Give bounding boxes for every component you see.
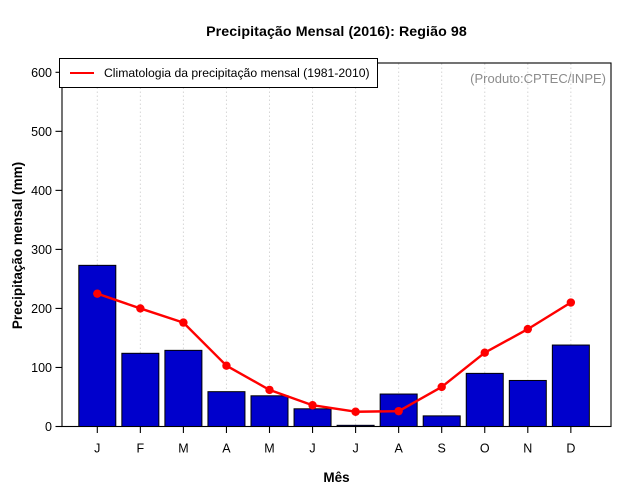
bar-F1 [121, 352, 160, 428]
y-axis-label: Precipitação mensal (mm) [10, 161, 26, 329]
legend-label: Climatologia da precipitação mensal (198… [104, 66, 370, 80]
climatology-line [96, 292, 572, 413]
y-tick-label-300: 300 [31, 243, 52, 257]
x-tick-label-M2: M [178, 442, 188, 456]
bar-J5 [293, 408, 332, 428]
climatology-point-A7 [394, 406, 403, 416]
climatology-point-J6 [351, 407, 360, 416]
bar-M2 [164, 349, 203, 427]
y-tick-label-600: 600 [31, 66, 52, 80]
x-tick-label-N10: N [523, 442, 532, 456]
climatology-point-A3 [222, 361, 231, 370]
x-tick-label-F1: F [137, 442, 145, 456]
climatology-point-S8 [437, 382, 446, 392]
climatology-point-M4 [265, 385, 274, 395]
x-tick-label-J6: J [352, 442, 358, 456]
y-tick-label-100: 100 [31, 361, 52, 375]
producer-note: (Produto:CPTEC/INPE) [470, 71, 606, 86]
x-tick-label-O9: O [480, 442, 490, 456]
x-tick-label-M4: M [264, 442, 274, 456]
climatology-point-F1 [136, 304, 145, 313]
y-tick-label-0: 0 [45, 420, 52, 434]
bar-N10 [508, 379, 547, 428]
climatology-point-O9 [480, 348, 489, 357]
y-tick-label-500: 500 [31, 125, 52, 139]
climatology-points-group [93, 289, 576, 416]
climatology-point-D11 [566, 298, 576, 307]
bar-O9 [465, 372, 504, 427]
y-tick-label-400: 400 [31, 184, 52, 198]
climatology-point-M2 [179, 318, 188, 327]
gridlines-group [96, 63, 572, 427]
climatology-point-J0 [93, 289, 102, 298]
climatology-point-N10 [523, 324, 532, 334]
y-axis-group: 0 100 200 300 400 500 600 [31, 66, 62, 434]
x-tick-label-J0: J [94, 442, 100, 456]
chart-title: Precipitação Mensal (2016): Região 98 [206, 24, 467, 40]
bar-M4 [250, 395, 289, 428]
bar-J6 [336, 424, 375, 428]
climatology-point-J5 [308, 401, 317, 410]
x-tick-label-A7: A [394, 442, 403, 456]
legend-box: Climatologia da precipitação mensal (198… [59, 58, 378, 88]
x-tick-label-D11: D [566, 442, 575, 456]
bar-D11 [551, 344, 590, 427]
x-axis-label: Mês [323, 470, 350, 485]
legend-line-sample [70, 72, 94, 74]
bar-A3 [207, 391, 246, 427]
y-tick-label-200: 200 [31, 302, 52, 316]
bars-group [78, 264, 590, 428]
y-axis-label-wrap: Precipitação mensal (mm) [10, 63, 26, 427]
x-tick-label-S8: S [438, 442, 446, 456]
bar-S8 [422, 415, 461, 427]
x-tick-label-A3: A [222, 442, 231, 456]
x-tick-label-J5: J [309, 442, 315, 456]
